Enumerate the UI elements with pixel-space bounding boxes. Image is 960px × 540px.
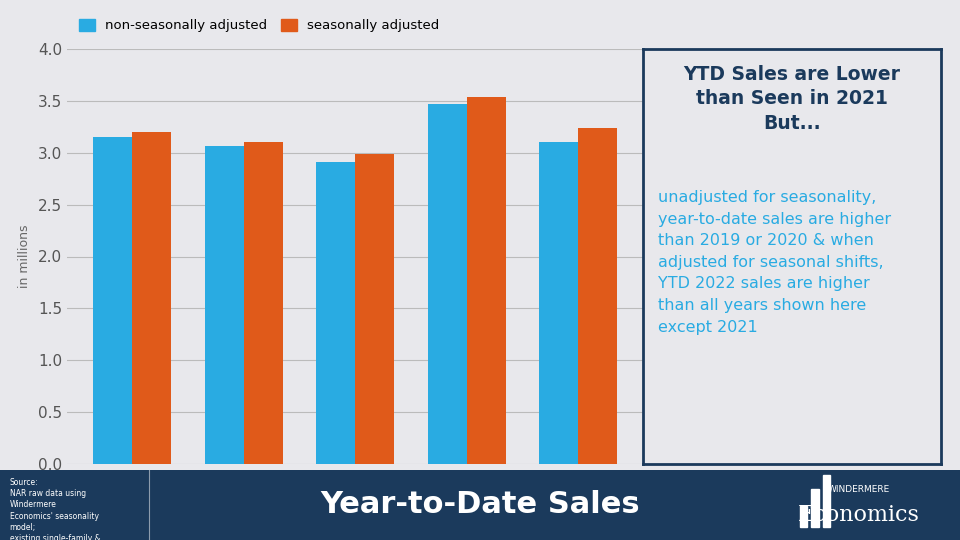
Bar (539, 142, 578, 464)
Bar (823, 475, 830, 528)
Bar (204, 146, 244, 464)
Bar (427, 104, 467, 464)
Legend: non-seasonally adjusted, seasonally adjusted: non-seasonally adjusted, seasonally adju… (74, 14, 444, 38)
Bar (467, 97, 506, 464)
Bar (355, 153, 395, 464)
Bar (244, 142, 283, 464)
Bar (811, 489, 819, 528)
Text: YTD Sales are Lower
than Seen in 2021
But...: YTD Sales are Lower than Seen in 2021 Bu… (684, 65, 900, 133)
Bar (316, 162, 355, 464)
Text: Economics: Economics (799, 504, 920, 526)
Bar (800, 507, 807, 528)
Bar (132, 132, 172, 464)
Text: unadjusted for seasonality,
year-to-date sales are higher
than 2019 or 2020 & wh: unadjusted for seasonality, year-to-date… (659, 190, 891, 335)
Bar (578, 127, 617, 464)
Bar (93, 137, 132, 464)
Text: Year-to-Date Sales: Year-to-Date Sales (321, 490, 639, 519)
Text: Source:
NAR raw data using
Windermere
Economics' seasonality
model;
existing sin: Source: NAR raw data using Windermere Ec… (10, 478, 100, 540)
Text: WINDERMERE: WINDERMERE (828, 485, 890, 494)
Y-axis label: in millions: in millions (18, 225, 31, 288)
